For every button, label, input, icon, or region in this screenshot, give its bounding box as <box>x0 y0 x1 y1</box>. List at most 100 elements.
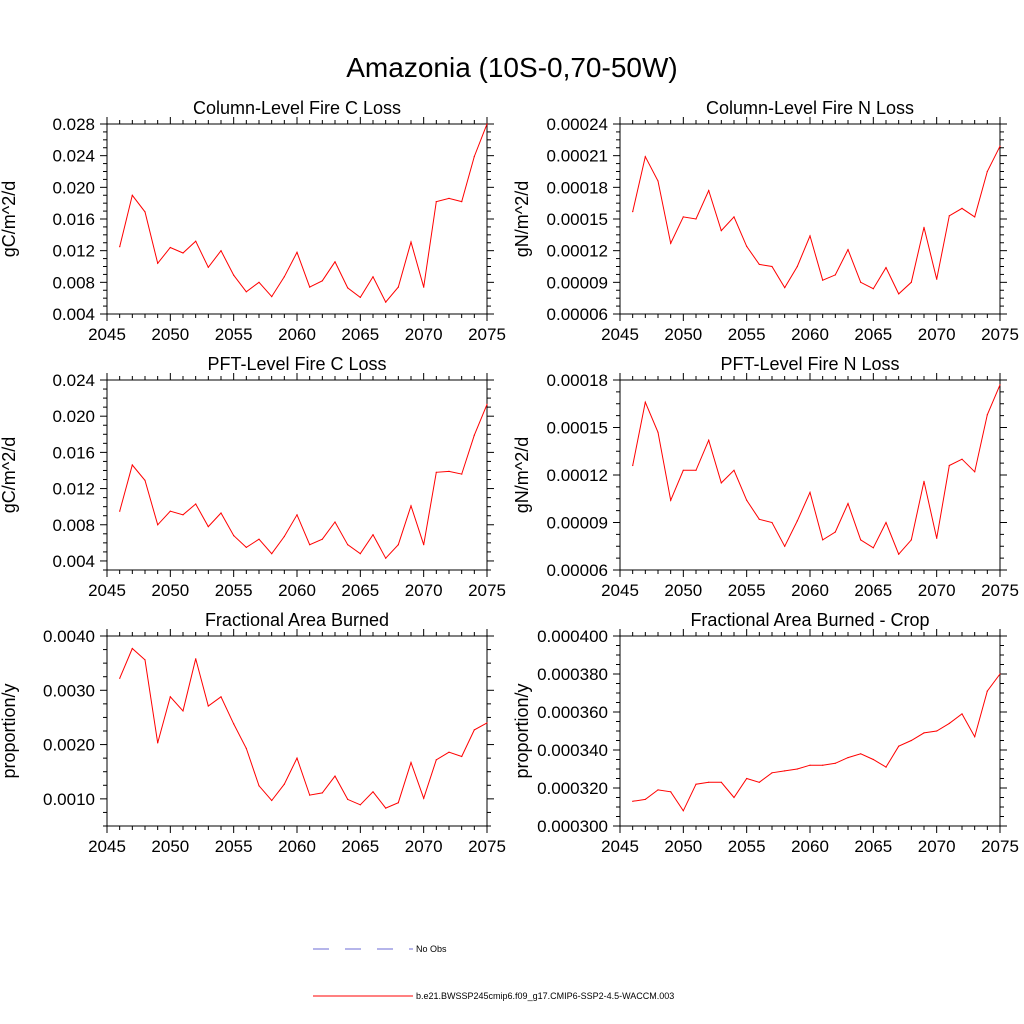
data-point <box>822 764 824 766</box>
data-point <box>347 287 349 289</box>
data-point <box>486 123 488 125</box>
figure-title: Amazonia (10S-0,70-50W) <box>346 52 677 83</box>
x-tick-label: 2070 <box>918 581 956 600</box>
x-tick-label: 2060 <box>791 837 829 856</box>
data-point <box>834 274 836 276</box>
plot-frame <box>619 379 1001 571</box>
data-point <box>321 792 323 794</box>
data-point <box>372 791 374 793</box>
y-tick-label: 0.004 <box>52 552 95 571</box>
y-tick-label: 0.016 <box>52 210 95 229</box>
data-point <box>207 705 209 707</box>
y-tick-label: 0.008 <box>52 273 95 292</box>
data-point <box>885 267 887 269</box>
panel-title: Fractional Area Burned - Crop <box>690 610 929 630</box>
data-point <box>682 810 684 812</box>
data-point <box>283 535 285 538</box>
y-tick-label: 0.00024 <box>547 115 608 134</box>
y-tick-label: 0.000380 <box>537 665 608 684</box>
x-tick-label: 2060 <box>791 325 829 344</box>
data-point <box>974 736 976 738</box>
x-tick-label: 2060 <box>791 581 829 600</box>
series-line <box>119 123 488 304</box>
data-point <box>131 194 133 196</box>
x-tick-label: 2055 <box>215 325 253 344</box>
data-point <box>910 539 912 541</box>
data-point <box>144 479 146 481</box>
data-point <box>486 403 488 405</box>
data-point <box>974 216 976 218</box>
data-point <box>195 658 197 660</box>
data-point <box>733 469 735 471</box>
data-point <box>872 288 874 290</box>
data-point <box>670 242 672 244</box>
y-tick-label: 0.00012 <box>547 466 608 485</box>
data-point <box>758 263 760 265</box>
y-tick-label: 0.00015 <box>547 210 608 229</box>
x-tick-label: 2055 <box>728 581 766 600</box>
data-point <box>847 249 849 251</box>
data-point <box>746 777 748 780</box>
y-axis-label: gC/m^2/d <box>0 437 19 513</box>
data-point <box>986 414 988 416</box>
data-point <box>720 230 722 232</box>
data-point <box>309 794 311 796</box>
data-point <box>999 145 1001 147</box>
data-point <box>144 211 146 213</box>
data-point <box>682 216 684 218</box>
data-point <box>961 458 963 460</box>
data-point <box>397 286 399 288</box>
x-tick-label: 2070 <box>405 837 443 856</box>
data-point <box>195 503 197 505</box>
data-point <box>334 775 336 777</box>
data-point <box>809 235 811 237</box>
data-point <box>872 758 874 761</box>
data-point <box>220 512 222 514</box>
data-point <box>923 226 925 228</box>
data-point <box>657 789 659 791</box>
data-point <box>220 250 222 252</box>
data-point <box>632 464 634 467</box>
data-point <box>923 480 925 482</box>
panel-pft-level-fire-n-loss: PFT-Level Fire N Loss 2045 2050 2055 2060 206… <box>512 354 1019 600</box>
y-tick-label: 0.00006 <box>547 305 608 324</box>
plot-frame <box>619 635 1001 827</box>
x-tick-label: 2065 <box>341 581 379 600</box>
y-tick-label: 0.020 <box>52 178 95 197</box>
x-tick-label: 2065 <box>854 325 892 344</box>
data-point <box>758 781 760 783</box>
y-tick-label: 0.000300 <box>537 817 608 836</box>
y-tick-label: 0.0030 <box>43 681 95 700</box>
x-tick-label: 2075 <box>468 581 506 600</box>
y-tick-label: 0.000320 <box>537 779 608 798</box>
plot-frame <box>106 123 488 315</box>
panel-title: Fractional Area Burned <box>205 610 389 630</box>
data-point <box>771 772 773 774</box>
data-point <box>359 296 361 298</box>
data-point <box>771 521 773 524</box>
data-point <box>784 545 786 547</box>
data-point <box>885 766 887 768</box>
data-point <box>860 281 862 283</box>
data-point <box>872 547 874 549</box>
data-point <box>999 673 1001 675</box>
legend-simulation-label: b.e21.BWSSP245cmip6.f09_g17.CMIP6-SSP2-4… <box>416 991 674 1001</box>
data-point <box>796 768 798 770</box>
x-tick-label: 2050 <box>151 581 189 600</box>
legend-no-obs-label: No Obs <box>416 944 447 954</box>
data-point <box>695 218 697 220</box>
data-point <box>258 785 260 787</box>
data-point <box>834 762 836 764</box>
data-point <box>271 799 273 802</box>
data-point <box>423 286 425 288</box>
y-tick-label: 0.00009 <box>547 514 608 533</box>
data-point <box>860 753 862 755</box>
series-line <box>632 673 1001 812</box>
data-point <box>822 539 824 541</box>
data-point <box>473 729 475 731</box>
y-tick-label: 0.024 <box>52 371 95 390</box>
data-point <box>961 207 963 209</box>
data-point <box>923 732 925 734</box>
data-point <box>644 156 646 158</box>
data-point <box>657 180 659 182</box>
